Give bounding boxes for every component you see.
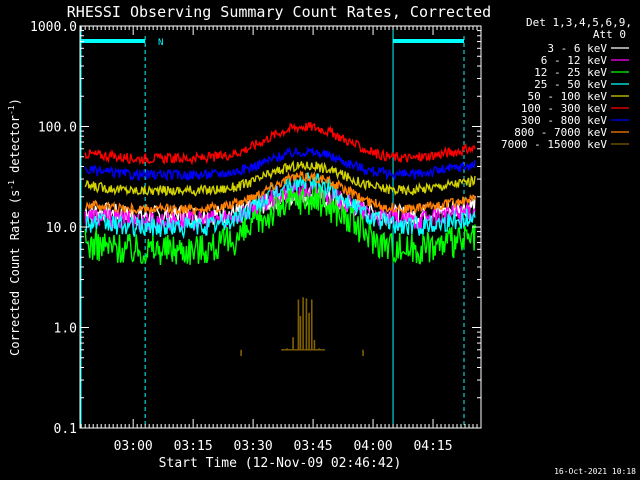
y-tick-label: 10.0	[46, 221, 77, 236]
saa-flag: N	[158, 38, 163, 48]
chart-title: RHESSI Observing Summary Count Rates, Co…	[67, 3, 491, 21]
y-label-sup2: -1	[7, 105, 16, 115]
x-axis-label: Start Time (12-Nov-09 02:46:42)	[159, 456, 402, 471]
timestamp: 16-Oct-2021 10:18	[554, 467, 636, 476]
x-tick-label: 03:00	[114, 439, 153, 454]
y-label-part1: Corrected Count Rate (s	[8, 190, 22, 356]
y-tick-label: 1.0	[54, 322, 77, 337]
legend-header-line2: Att 0	[593, 28, 626, 41]
legend-label: 100 - 300 keV	[521, 102, 607, 115]
legend-label: 12 - 25 keV	[534, 66, 607, 79]
series-line-7	[84, 170, 476, 217]
series-line-5	[84, 122, 476, 166]
legend-label: 50 - 100 keV	[528, 90, 608, 103]
legend-label: 800 - 7000 keV	[514, 126, 607, 139]
legend-label: 6 - 12 keV	[541, 54, 608, 67]
series-line-6	[84, 145, 476, 182]
legend-header-line1: Det 1,3,4,5,6,9,	[526, 16, 632, 29]
legend-label: 7000 - 15000 keV	[501, 138, 607, 151]
y-axis: 0.1 1.0 10.0 100.0 1000.0	[30, 20, 481, 437]
x-axis: 03:00 03:15 03:30 03:45 04:00 04:15	[80, 26, 482, 454]
x-tick-label: 03:15	[174, 439, 213, 454]
y-label-sup1: -1	[7, 180, 16, 190]
legend-label: 3 - 6 keV	[547, 42, 607, 55]
legend-label: 25 - 50 keV	[534, 78, 607, 91]
x-tick-label: 03:30	[234, 439, 273, 454]
y-tick-label: 0.1	[54, 422, 77, 437]
series-line-3	[84, 172, 476, 240]
plot-area: N	[80, 26, 476, 428]
x-tick-label: 04:00	[353, 439, 392, 454]
series-line-4	[84, 160, 476, 197]
series-line-2	[84, 186, 476, 266]
y-tick-label: 1000.0	[30, 20, 77, 35]
y-label-part3: )	[8, 98, 22, 105]
y-axis-label: Corrected Count Rate (s-1 detector-1)	[7, 98, 22, 356]
x-tick-label: 04:15	[413, 439, 452, 454]
x-tick-label: 03:45	[294, 439, 333, 454]
y-tick-label: 100.0	[38, 121, 77, 136]
legend-label: 300 - 800 keV	[521, 114, 607, 127]
y-label-part2: detector	[8, 115, 22, 180]
